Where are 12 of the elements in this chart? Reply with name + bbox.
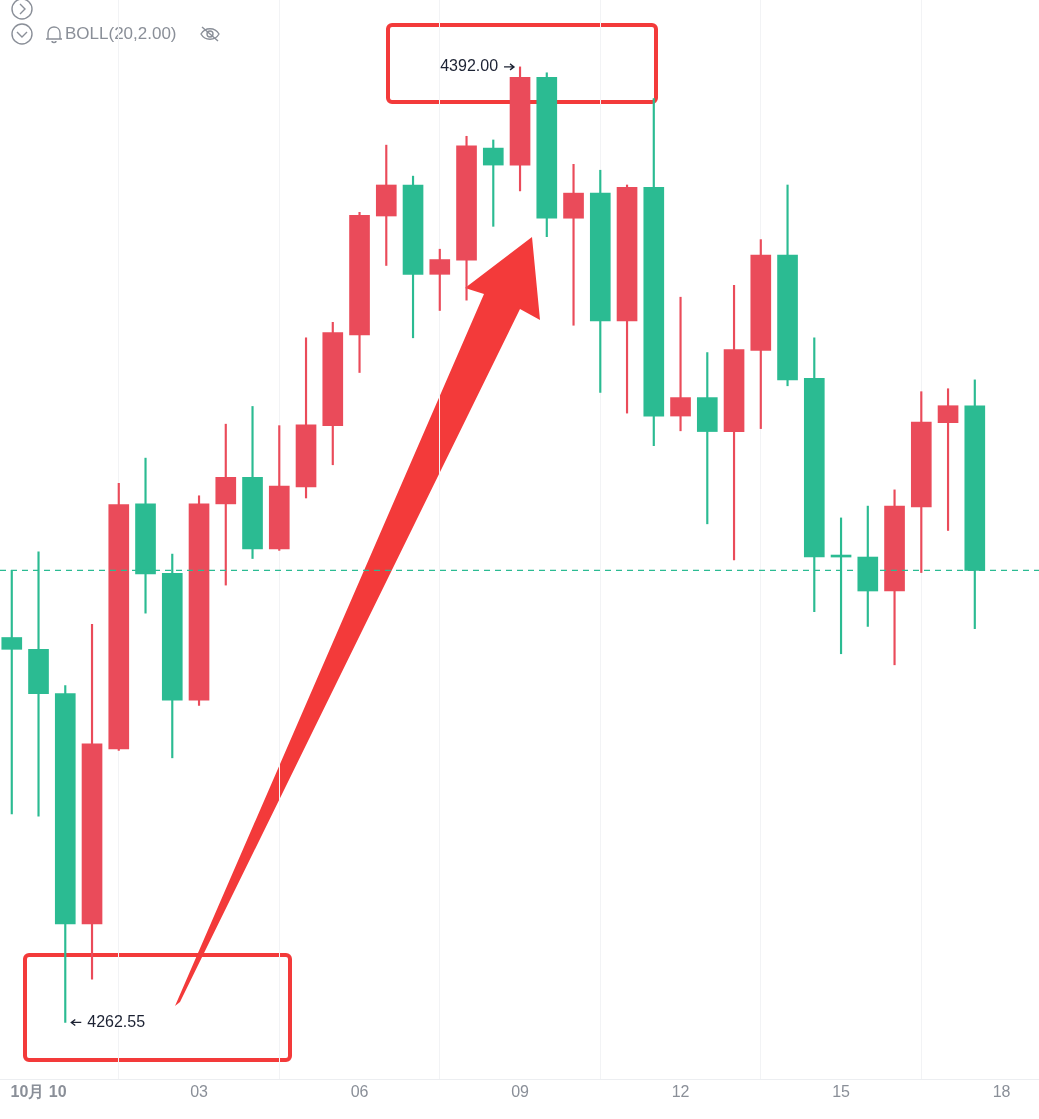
x-tick-label: 18 [992,1082,1011,1100]
annotation: 4262.55 [87,1012,146,1030]
text: BOLL(20,2.00) [65,24,177,44]
x-tick-label: 09 [511,1082,530,1100]
annotation: 4392.00 [440,57,499,75]
x-tick-label: 15 [832,1082,851,1100]
x-tick-label: 06 [350,1082,369,1100]
x-tick-label: 10月 10 [10,1082,67,1100]
candlestick [563,164,584,326]
x-tick-label: 03 [190,1082,209,1100]
x-tick-label: 12 [671,1082,690,1100]
candlestick [670,296,691,432]
